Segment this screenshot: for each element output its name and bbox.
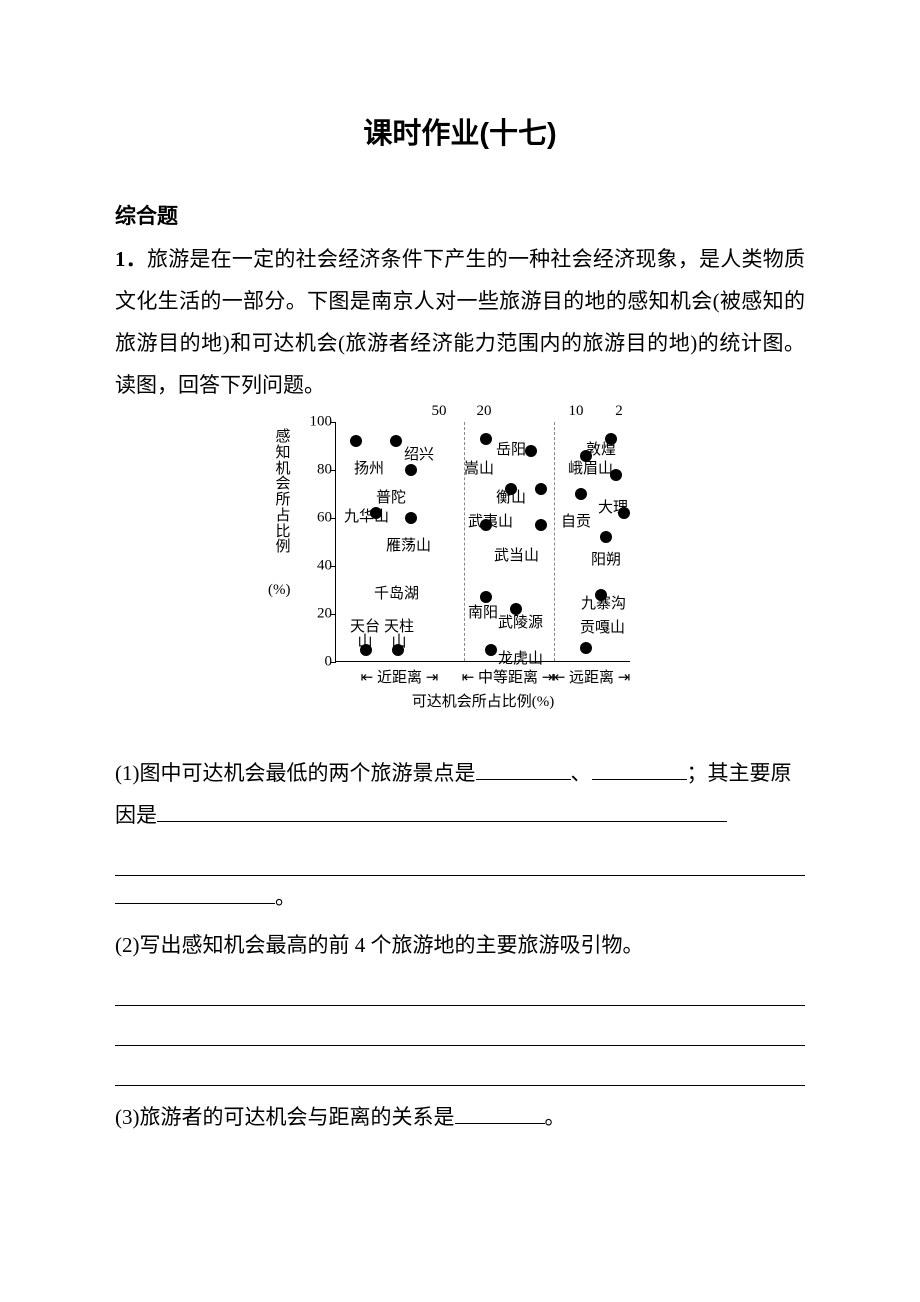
blank-input[interactable]	[592, 759, 687, 780]
data-point	[392, 644, 404, 656]
q1-sub2: (2)写出感知机会最高的前 4 个旅游地的主要旅游吸引物。	[115, 924, 805, 966]
region-divider	[554, 422, 555, 661]
data-point	[580, 642, 592, 654]
point-label: 千岛湖	[374, 582, 419, 603]
blank-line[interactable]	[115, 978, 805, 1006]
blank-line[interactable]	[115, 1058, 805, 1086]
blank-line[interactable]	[115, 1018, 805, 1046]
data-point	[575, 488, 587, 500]
x-tick-top: 10	[569, 403, 584, 422]
data-point	[618, 507, 630, 519]
distance-segment: ⇤ 远距离 ⇥	[553, 666, 630, 687]
point-label: 南阳	[468, 601, 498, 622]
chart-container: 0204060801005020102绍兴扬州普陀九华山雁荡山千岛湖天台山天柱山…	[115, 412, 805, 742]
point-label: 武当山	[494, 544, 539, 565]
data-point	[405, 464, 417, 476]
data-point	[610, 469, 622, 481]
x-axis-label: 可达机会所占比例(%)	[336, 690, 630, 711]
distance-axis: ⇤ 近距离 ⇥⇤ 中等距离 ⇥⇤ 远距离 ⇥	[336, 666, 630, 687]
y-axis-unit: (%)	[268, 582, 291, 599]
q1-sub3: (3)旅游者的可达机会与距离的关系是。	[115, 1096, 805, 1138]
distance-segment: ⇤ 近距离 ⇥	[336, 666, 463, 687]
q1-sub1: (1)(1)图中可达机会最低的两个旅游景点是图中可达机会最低的两个旅游景点是、；…	[115, 752, 805, 836]
page: 课时作业(十七) 综合题 1．旅游是在一定的社会经济条件下产生的一种社会经济现象…	[0, 0, 920, 1302]
data-point	[535, 519, 547, 531]
point-label: 峨眉山	[568, 457, 613, 478]
point-label: 衡山	[496, 486, 526, 507]
distance-segment: ⇤ 中等距离 ⇥	[463, 666, 553, 687]
point-label: 贡嘎山	[580, 616, 625, 637]
point-label: 阳朔	[591, 548, 621, 569]
sub1-tail: 。	[115, 876, 805, 918]
point-label: 绍兴	[404, 443, 434, 464]
point-label: 武陵源	[498, 611, 543, 632]
q1-stem: 1．旅游是在一定的社会经济条件下产生的一种社会经济现象，是人类物质文化生活的一部…	[115, 238, 805, 406]
point-label: 龙虎山	[498, 647, 543, 668]
point-label: 嵩山	[464, 457, 494, 478]
data-point	[405, 512, 417, 524]
blank-input[interactable]	[455, 1103, 545, 1124]
y-axis-label: 感知机会所占比例	[275, 430, 291, 556]
blank-input[interactable]	[476, 759, 571, 780]
q1-number: 1	[115, 247, 126, 271]
data-point	[600, 531, 612, 543]
point-label: 自贡	[561, 510, 591, 531]
data-point	[350, 435, 362, 447]
point-label: 普陀	[376, 486, 406, 507]
data-point	[525, 445, 537, 457]
data-point	[535, 483, 547, 495]
data-point	[485, 644, 497, 656]
data-point	[390, 435, 402, 447]
q1-text: 旅游是在一定的社会经济条件下产生的一种社会经济现象，是人类物质文化生活的一部分。…	[115, 247, 805, 397]
data-point	[480, 519, 492, 531]
point-label: 九寨沟	[581, 592, 626, 613]
data-point	[480, 433, 492, 445]
blank-input[interactable]	[115, 883, 275, 904]
x-tick-top: 50	[432, 403, 447, 422]
section-heading: 综合题	[115, 200, 805, 230]
blank-input[interactable]	[157, 801, 727, 822]
point-label: 九华山	[344, 505, 389, 526]
scatter-chart: 0204060801005020102绍兴扬州普陀九华山雁荡山千岛湖天台山天柱山…	[260, 412, 660, 742]
page-title: 课时作业(十七)	[115, 110, 805, 152]
point-label: 扬州	[354, 457, 384, 478]
x-tick-top: 2	[615, 403, 623, 422]
sub3-text: 旅游者的可达机会与距离的关系是	[140, 1105, 455, 1129]
blank-line[interactable]	[115, 848, 805, 876]
plot-area: 0204060801005020102绍兴扬州普陀九华山雁荡山千岛湖天台山天柱山…	[335, 422, 630, 662]
sub1-mid: 、	[571, 761, 592, 785]
data-point	[360, 644, 372, 656]
x-tick-top: 20	[477, 403, 492, 422]
point-label: 岳阳	[496, 438, 526, 459]
point-label: 雁荡山	[386, 534, 431, 555]
